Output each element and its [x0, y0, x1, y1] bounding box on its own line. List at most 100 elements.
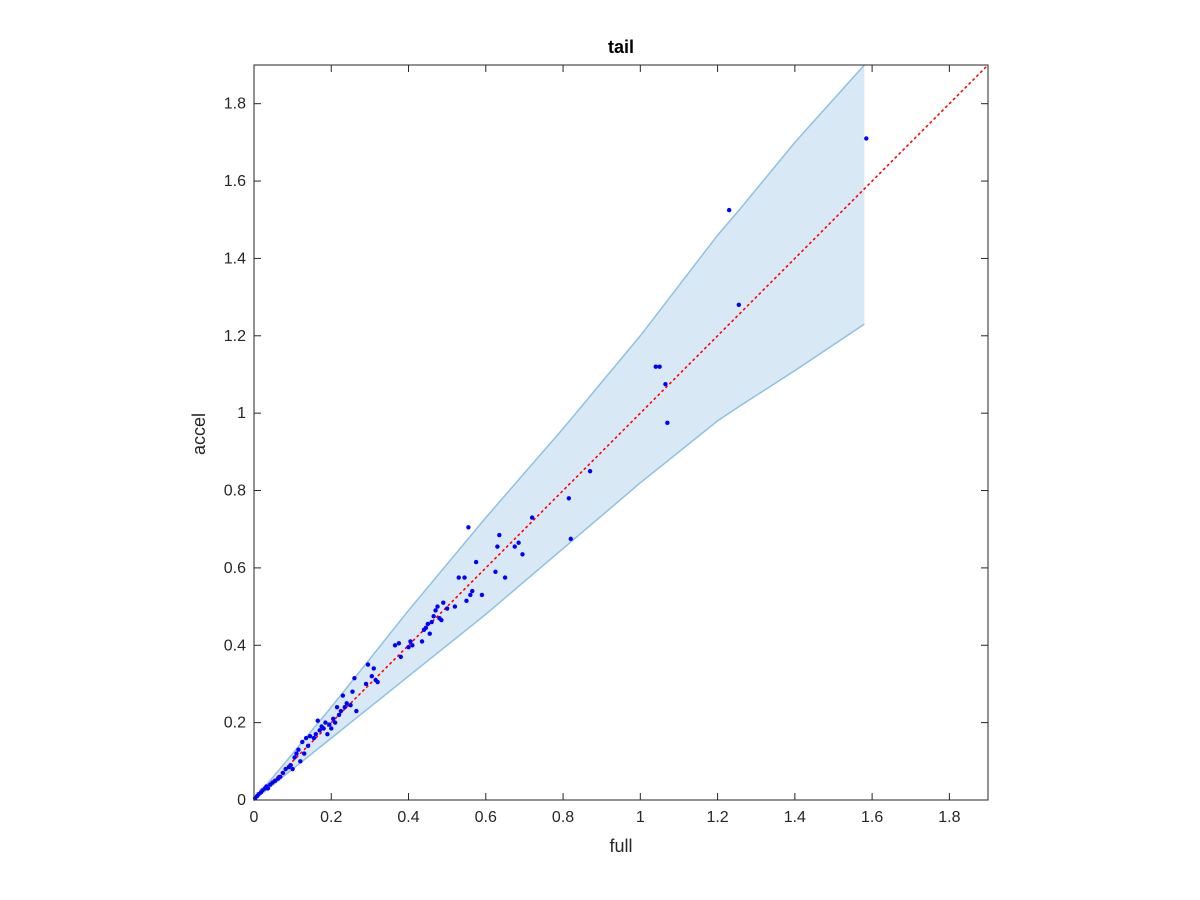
- data-point: [435, 604, 440, 609]
- data-point: [352, 675, 357, 681]
- data-point: [392, 643, 398, 648]
- data-point: [354, 708, 359, 714]
- y-tick-label: 0: [237, 792, 246, 809]
- data-point: [470, 588, 475, 594]
- data-point: [290, 766, 295, 772]
- data-point: [427, 631, 432, 636]
- data-point: [568, 536, 573, 542]
- data-point: [325, 732, 330, 737]
- data-point: [363, 681, 369, 687]
- data-point: [398, 654, 403, 660]
- data-point: [344, 701, 349, 706]
- data-point: [516, 540, 521, 545]
- data-point: [444, 606, 450, 611]
- data-point: [278, 774, 283, 779]
- data-point: [529, 515, 535, 520]
- data-point: [317, 728, 322, 733]
- data-point: [298, 759, 303, 764]
- data-point: [265, 786, 271, 791]
- data-point: [330, 716, 336, 721]
- data-point: [456, 575, 461, 580]
- x-tick-label: 0.4: [397, 809, 419, 826]
- data-point: [280, 770, 286, 776]
- data-point: [342, 704, 347, 710]
- data-points: [252, 136, 869, 801]
- data-point: [479, 592, 485, 598]
- data-point: [313, 732, 319, 737]
- data-point: [369, 674, 375, 679]
- x-tick-label: 1.6: [861, 809, 883, 826]
- data-point: [336, 712, 342, 718]
- data-point: [371, 666, 376, 671]
- data-point: [433, 608, 438, 613]
- y-tick-label: 0.4: [224, 637, 246, 654]
- data-point: [462, 575, 467, 580]
- y-tick-label: 1.2: [224, 328, 246, 345]
- data-point: [493, 569, 498, 574]
- x-tick-label: 0.2: [320, 809, 342, 826]
- x-tick-label: 0: [250, 809, 259, 826]
- band-fill: [254, 65, 865, 800]
- data-point: [305, 743, 311, 749]
- x-axis: 0 0.2 0.4 0.6 0.8 1 1.2 1.4 1.6 1.8: [250, 65, 961, 826]
- data-point: [653, 364, 658, 369]
- data-point: [288, 762, 293, 768]
- data-point: [495, 544, 500, 549]
- data-point: [294, 751, 299, 756]
- data-point: [375, 679, 380, 685]
- data-point: [431, 614, 436, 619]
- data-point: [466, 525, 471, 530]
- band-upper-edge: [254, 65, 865, 800]
- confidence-band: [254, 65, 865, 800]
- chart-title: tail: [608, 37, 634, 57]
- reference-line: [253, 64, 989, 801]
- y-tick-label: 0.6: [224, 560, 246, 577]
- y-tick-label: 0.8: [224, 483, 246, 500]
- x-tick-label: 1.2: [706, 809, 728, 826]
- x-tick-label: 0.6: [475, 809, 497, 826]
- data-point: [419, 639, 425, 644]
- data-point: [410, 643, 415, 648]
- data-point: [864, 136, 869, 141]
- y-axis: 0 0.2 0.4 0.6 0.8 1 1.2 1.4 1.6 1.8: [224, 96, 988, 809]
- identity-line: [253, 64, 989, 801]
- data-point: [663, 381, 668, 387]
- x-tick-label: 1.8: [938, 809, 960, 826]
- data-point: [468, 592, 473, 598]
- data-point: [587, 468, 593, 474]
- band-lower-edge: [254, 323, 865, 800]
- data-point: [502, 575, 508, 580]
- y-tick-label: 1.4: [224, 250, 246, 267]
- data-point: [396, 641, 402, 646]
- data-point: [300, 739, 305, 745]
- data-point: [726, 207, 732, 213]
- data-point: [425, 621, 431, 627]
- data-point: [334, 704, 340, 710]
- data-point: [311, 735, 317, 741]
- data-point: [302, 751, 307, 756]
- data-point: [657, 364, 662, 369]
- data-point: [303, 735, 309, 741]
- data-point: [315, 718, 320, 723]
- x-tick-label: 1.4: [784, 809, 806, 826]
- data-point: [464, 598, 469, 603]
- data-point: [307, 733, 313, 739]
- data-point: [452, 604, 458, 609]
- data-point: [512, 544, 517, 549]
- data-point: [423, 625, 429, 631]
- data-point: [350, 689, 355, 694]
- data-point: [292, 755, 297, 760]
- plot-area-border: [253, 64, 989, 801]
- data-point: [665, 420, 670, 426]
- x-tick-label: 1: [636, 809, 645, 826]
- data-point: [406, 644, 411, 650]
- x-tick-label: 0.8: [552, 809, 574, 826]
- data-point: [566, 496, 572, 501]
- data-point: [365, 662, 371, 667]
- y-axis-label: accel: [189, 413, 209, 455]
- data-point: [332, 720, 338, 725]
- data-point: [348, 703, 353, 708]
- x-axis-label: full: [609, 836, 632, 856]
- data-point: [439, 617, 444, 623]
